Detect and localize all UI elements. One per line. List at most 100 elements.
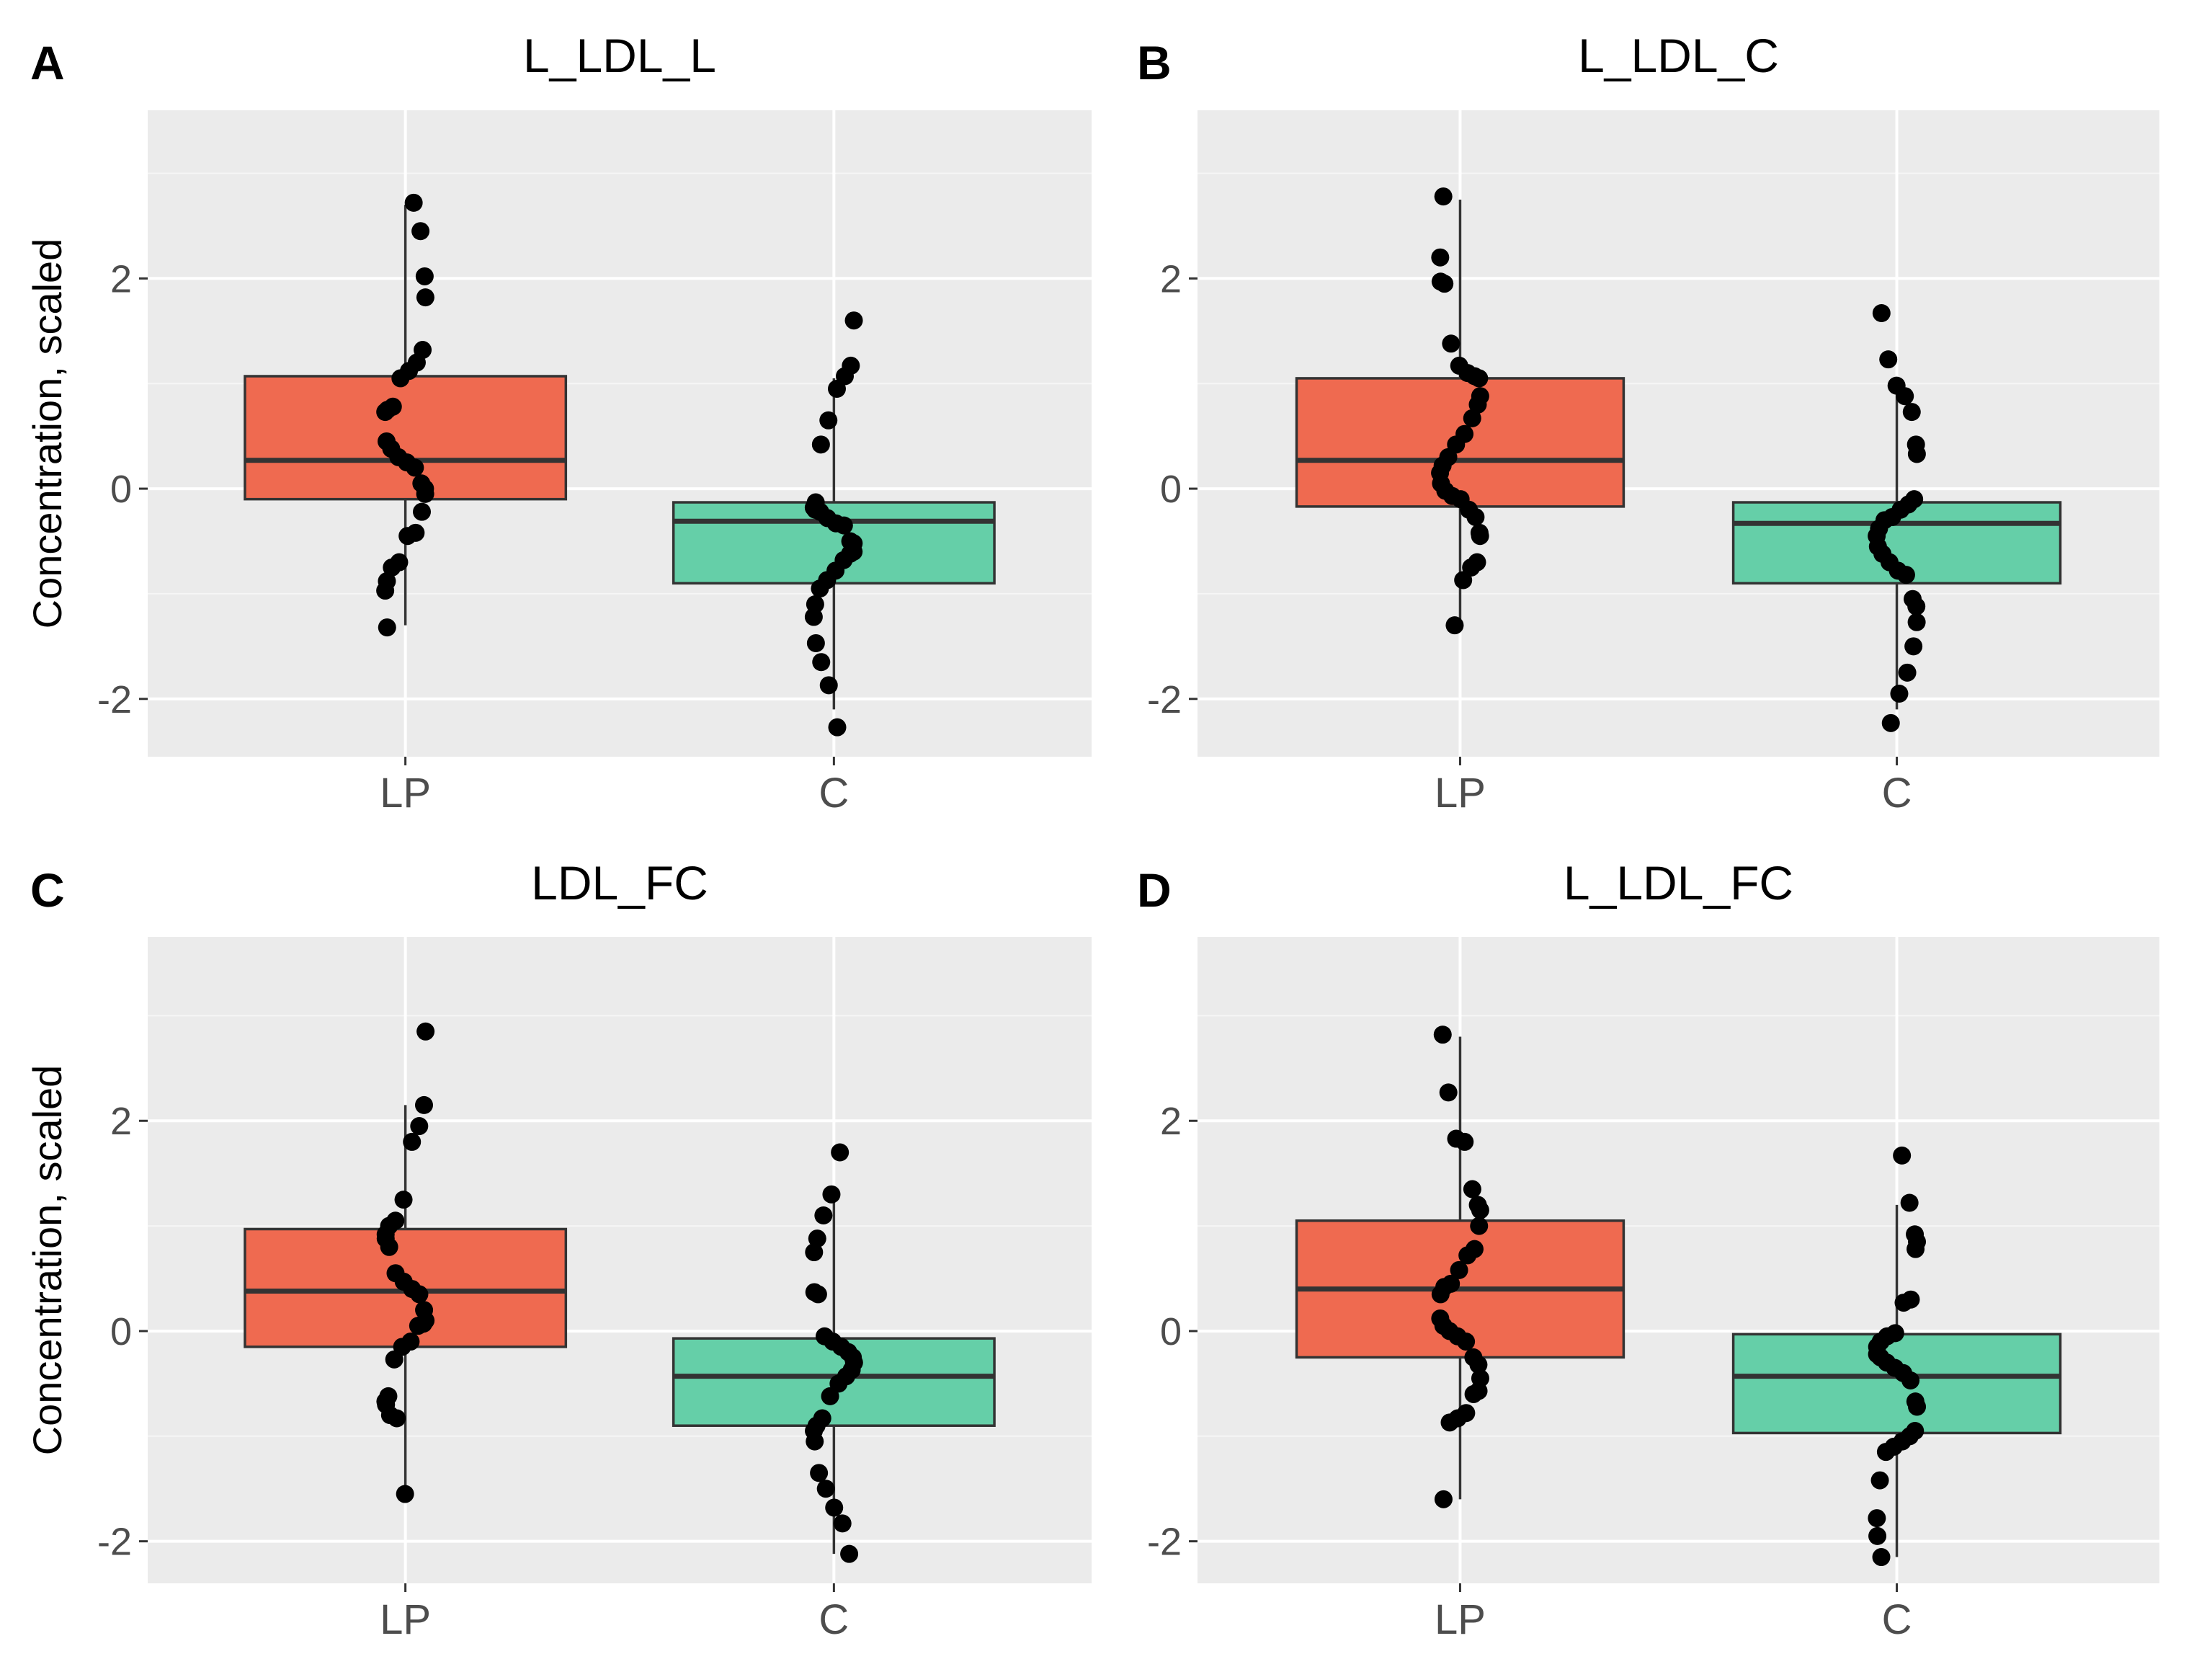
panel-title: L_LDL_FC — [1564, 856, 1793, 909]
data-point — [1896, 566, 1915, 584]
data-point — [834, 516, 853, 535]
y-tick-label: 2 — [1160, 1100, 1182, 1143]
data-point — [1906, 1240, 1925, 1258]
data-point — [376, 582, 395, 600]
data-point — [416, 288, 434, 307]
data-point — [831, 1143, 849, 1162]
data-point — [1468, 395, 1487, 414]
data-point — [1454, 571, 1473, 590]
data-point — [406, 458, 424, 477]
panel-title: L_LDL_L — [523, 29, 716, 82]
panel-title: L_LDL_C — [1578, 29, 1779, 82]
data-point — [1907, 597, 1926, 615]
data-point — [409, 1317, 427, 1335]
y-tick-label: 2 — [110, 257, 132, 301]
data-point — [1445, 616, 1464, 635]
data-point — [1872, 1548, 1891, 1567]
y-axis-title: Concentration, scaled — [24, 1065, 70, 1456]
x-tick-label: C — [1882, 770, 1912, 817]
data-point — [808, 1229, 826, 1248]
data-point — [1455, 1132, 1474, 1151]
data-point — [840, 1544, 859, 1563]
data-point — [388, 1409, 406, 1428]
data-point — [394, 1191, 413, 1209]
data-point — [811, 435, 830, 454]
x-tick-label: C — [819, 770, 849, 817]
data-point — [416, 484, 434, 503]
data-point — [1440, 1413, 1459, 1432]
y-tick-label: -2 — [1147, 1521, 1182, 1564]
data-point — [1907, 613, 1926, 631]
data-point — [1434, 187, 1453, 206]
data-point — [812, 653, 831, 672]
data-point — [385, 1350, 403, 1369]
data-point — [1431, 1285, 1450, 1304]
data-point — [413, 502, 432, 521]
y-tick-label: 0 — [110, 468, 132, 511]
data-point — [1901, 1371, 1920, 1390]
data-point — [1464, 1384, 1483, 1403]
data-point — [1881, 713, 1900, 732]
data-point — [811, 579, 829, 598]
panel-d: 2 0 -2 LP C D L_LDL_FC — [1137, 856, 2159, 1643]
data-point — [1907, 445, 1926, 463]
data-point — [1435, 275, 1454, 293]
y-axis-title: Concentration, scaled — [24, 239, 70, 629]
data-point — [1879, 350, 1898, 369]
y-tick-label: 0 — [1160, 468, 1182, 511]
data-point — [829, 1374, 848, 1393]
data-point — [828, 718, 847, 737]
panel-letter: A — [30, 36, 65, 89]
data-point — [1442, 334, 1460, 353]
data-point — [1902, 403, 1921, 422]
panel-letter: C — [30, 863, 65, 917]
y-tick-label: -2 — [97, 678, 132, 721]
data-point — [821, 1387, 839, 1405]
y-tick-label: 0 — [110, 1310, 132, 1353]
panel-b: 2 0 -2 LP C B L_LDL_C — [1137, 29, 2159, 817]
data-point — [1893, 1146, 1912, 1165]
data-point — [414, 1095, 433, 1114]
data-point — [403, 1132, 422, 1151]
data-point — [1471, 1201, 1489, 1219]
data-point — [1890, 684, 1909, 703]
data-point — [1433, 1026, 1452, 1044]
panel-title: LDL_FC — [531, 856, 708, 909]
data-point — [819, 676, 838, 695]
data-point — [410, 1117, 429, 1136]
data-point — [1457, 1333, 1476, 1351]
data-point — [1434, 1490, 1453, 1508]
y-tick-label: 2 — [1160, 257, 1182, 301]
y-tick-label: 0 — [1160, 1310, 1182, 1353]
y-tick-label: 2 — [110, 1100, 132, 1143]
data-point — [416, 1022, 435, 1041]
data-point — [810, 1464, 829, 1482]
x-tick-label: C — [1882, 1596, 1912, 1643]
data-point — [1450, 1260, 1468, 1279]
data-point — [415, 267, 434, 285]
box-lp — [244, 375, 568, 501]
data-point — [804, 608, 823, 626]
box-c — [1731, 1333, 2062, 1435]
data-point — [1908, 1397, 1927, 1416]
data-point — [398, 527, 417, 546]
data-point — [380, 1237, 398, 1256]
data-point — [1872, 303, 1891, 322]
data-point — [376, 403, 395, 422]
data-point — [808, 1285, 827, 1304]
data-point — [1471, 527, 1489, 546]
data-point — [833, 1514, 852, 1533]
data-point — [391, 369, 410, 388]
y-tick-label: -2 — [1147, 678, 1182, 721]
panel-letter: D — [1137, 863, 1172, 917]
data-point — [1463, 1180, 1481, 1198]
data-point — [1469, 1356, 1488, 1374]
data-point — [1431, 248, 1450, 267]
panel-c: 2 0 -2 LP C C LDL_FC Concentration, scaled — [24, 856, 1092, 1643]
data-point — [378, 618, 396, 637]
panel-a: 2 0 -2 LP C A L_LDL_L Concentration, scaled — [24, 29, 1092, 817]
data-point — [1470, 1217, 1489, 1235]
data-point — [1466, 507, 1485, 526]
data-point — [1904, 637, 1923, 656]
